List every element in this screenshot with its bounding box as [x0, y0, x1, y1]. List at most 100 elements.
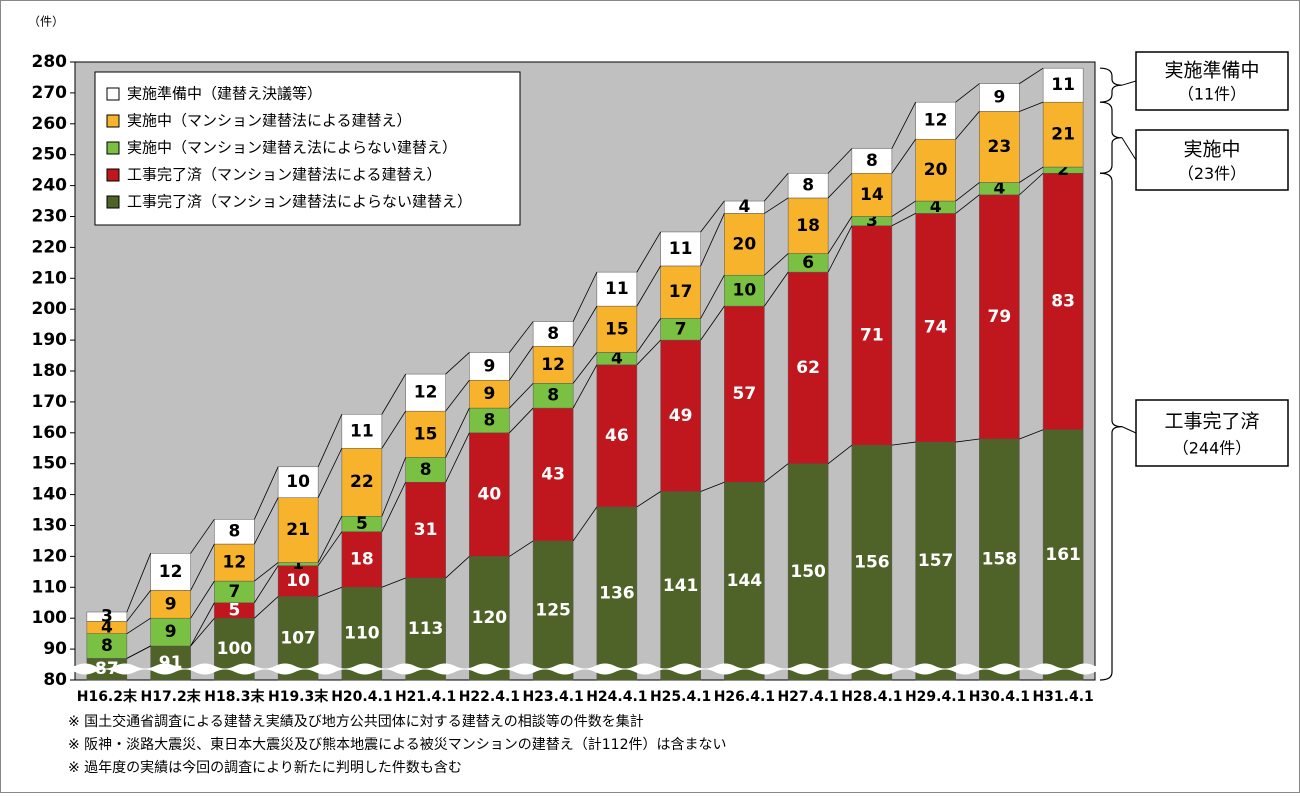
annotation-connector: [1121, 426, 1137, 434]
data-label: 4: [738, 197, 750, 217]
annotation-box: [1135, 399, 1289, 467]
bar-segment: [469, 352, 510, 381]
connector-line: [317, 531, 343, 566]
data-label: 9: [483, 356, 495, 376]
connector-line: [445, 556, 470, 579]
x-tick-label: H21.4.1: [395, 689, 456, 705]
data-label: 107: [280, 628, 316, 648]
bar-segment: [86, 611, 128, 622]
connector-line: [190, 543, 215, 591]
connector-line: [317, 448, 343, 498]
data-label: 2: [1057, 160, 1069, 180]
y-tick-label: 120: [32, 546, 68, 566]
connector-line: [126, 553, 151, 613]
connector-line: [955, 83, 980, 103]
data-label: 5: [228, 600, 240, 620]
data-label: 144: [727, 571, 763, 591]
annotation-label: 実施中: [1183, 138, 1240, 160]
connector-line: [381, 410, 406, 449]
x-tick-label: H29.4.1: [905, 689, 966, 705]
connector-line: [636, 339, 661, 366]
data-label: 21: [1051, 125, 1075, 145]
data-label: 22: [350, 472, 374, 492]
data-label: 49: [669, 406, 693, 426]
data-label: 21: [286, 520, 310, 540]
connector-line: [317, 586, 343, 597]
y-tick-label: 270: [32, 83, 68, 103]
connector-line: [636, 491, 661, 508]
connector-line: [955, 438, 980, 443]
x-tick-label: H17.2末: [140, 688, 201, 705]
bar-segment: [851, 225, 893, 446]
connector-line: [827, 444, 853, 465]
y-tick-label: 140: [32, 485, 68, 505]
data-label: 62: [796, 358, 820, 378]
connector-line: [445, 352, 470, 375]
annotation-connector: [1121, 137, 1137, 161]
y-tick-label: 100: [32, 608, 68, 628]
bar-segment: [851, 172, 893, 217]
connector-line: [254, 596, 279, 619]
connector-line: [572, 271, 598, 322]
connector-line: [764, 172, 789, 202]
legend-label: 工事完了済（マンション建替法による建替え）: [127, 166, 442, 184]
data-label: 11: [350, 421, 374, 441]
connector-line: [891, 441, 916, 446]
bar-segment: [341, 531, 383, 588]
connector-line: [572, 305, 598, 347]
bar-segment: [915, 213, 956, 443]
connector-line: [891, 101, 916, 149]
connector-line: [317, 414, 343, 467]
legend-swatch: [106, 114, 120, 128]
connector-line: [190, 580, 215, 619]
data-label: 4: [993, 179, 1005, 199]
data-label: 71: [860, 325, 884, 345]
data-label: 8: [547, 324, 559, 344]
y-tick-label: 280: [32, 52, 68, 72]
data-label: 20: [733, 234, 757, 254]
connector-line: [1019, 166, 1044, 183]
data-label: 8: [228, 522, 240, 542]
bar-segment: [341, 414, 383, 449]
y-tick-label: 130: [32, 516, 68, 536]
data-label: 83: [1051, 291, 1075, 311]
legend-swatch: [106, 141, 120, 155]
connector-line: [381, 457, 406, 517]
bar-segment: [1042, 429, 1084, 681]
data-label: 46: [605, 426, 629, 446]
data-label: 23: [988, 137, 1012, 157]
bar-segment: [724, 213, 765, 276]
legend-label: 実施中（マンション建替法による建替え）: [127, 112, 412, 130]
bar-segment: [851, 148, 893, 174]
connector-line: [190, 519, 215, 554]
data-label: 18: [796, 216, 820, 236]
data-label: 79: [988, 307, 1012, 327]
connector-line: [254, 562, 279, 582]
bar-segment: [596, 305, 638, 353]
footnote: ※ 国土交通省調査による建替え実績及び地方公共団体に対する建替えの相談等の件数を…: [68, 713, 644, 730]
connector-line: [700, 275, 725, 319]
connector-line: [955, 194, 980, 214]
connector-line: [636, 231, 661, 273]
legend-swatch: [106, 168, 120, 182]
x-tick-label: H30.4.1: [969, 689, 1030, 705]
bar-segment: [214, 519, 255, 545]
connector-line: [700, 305, 725, 341]
connector-line: [381, 577, 406, 588]
connector-line: [254, 497, 279, 545]
connector-line: [445, 432, 470, 483]
connector-line: [445, 407, 470, 458]
connector-line: [764, 197, 789, 214]
connector-line: [190, 617, 215, 647]
data-label: 8: [802, 176, 814, 196]
bar-segment: [979, 111, 1020, 183]
bar-segment: [214, 543, 255, 582]
connector-line: [572, 352, 598, 384]
bar-segment: [469, 556, 510, 681]
bar-segment: [724, 305, 765, 483]
x-tick-label: H27.4.1: [777, 689, 838, 705]
data-label: 9: [165, 622, 177, 642]
y-tick-label: 220: [32, 237, 68, 257]
connector-line: [891, 213, 916, 227]
connector-line: [190, 602, 215, 647]
